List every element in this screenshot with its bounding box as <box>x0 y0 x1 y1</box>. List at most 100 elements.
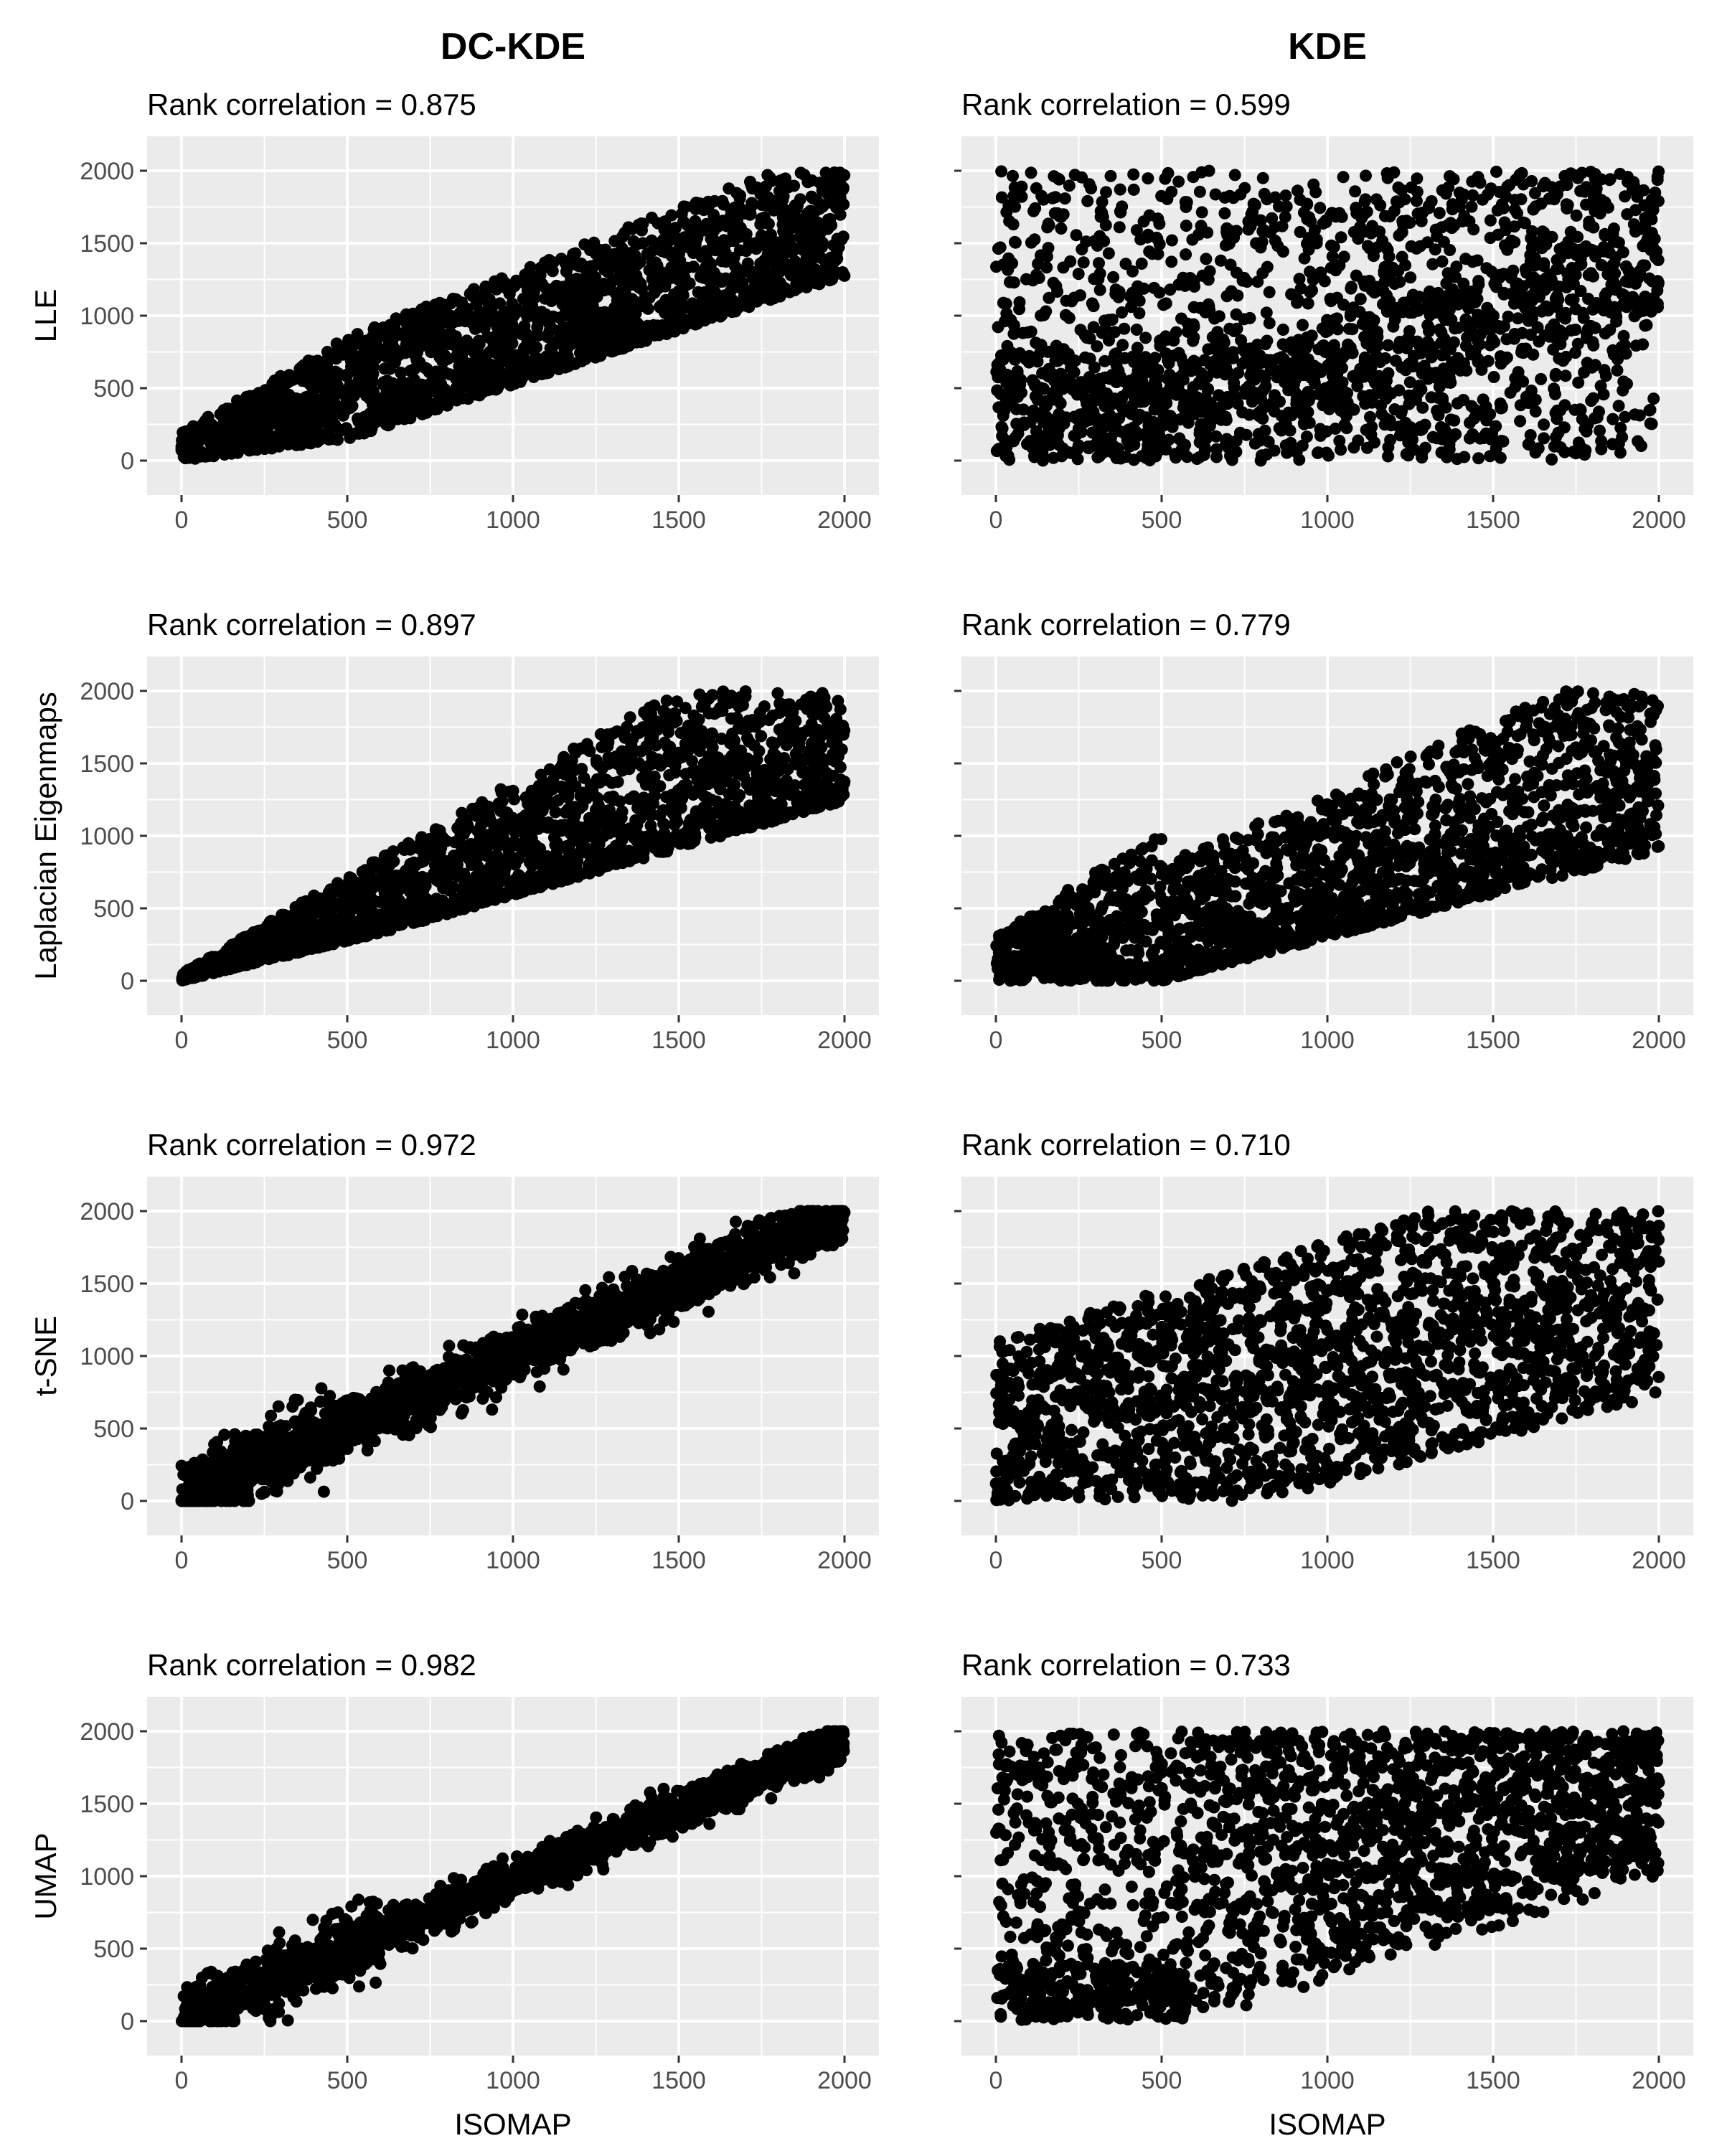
scatter-point <box>1406 182 1418 194</box>
scatter-point <box>1327 369 1339 382</box>
scatter-point <box>1526 312 1538 324</box>
scatter-point <box>1246 395 1258 408</box>
scatter-point <box>259 429 271 441</box>
scatter-point <box>1205 415 1217 428</box>
scatter-point <box>1003 215 1015 227</box>
scatter-point <box>387 396 399 408</box>
scatter-point <box>754 188 766 200</box>
scatter-point <box>1010 237 1022 249</box>
scatter-point <box>1614 168 1626 180</box>
scatter-point <box>231 395 243 407</box>
scatter-point <box>1040 261 1053 273</box>
scatter-point <box>1272 352 1284 364</box>
scatter-point <box>1361 206 1373 218</box>
scatter-point <box>1010 418 1022 430</box>
scatter-point <box>824 175 837 187</box>
scatter-point <box>991 445 1003 457</box>
scatter-point <box>1551 254 1563 266</box>
scatter-point <box>1571 210 1583 222</box>
scatter-point <box>754 258 766 270</box>
scatter-point <box>1488 371 1500 383</box>
y-tick-label: 1500 <box>80 230 134 258</box>
scatter-point <box>673 243 685 255</box>
scatter-point <box>1509 328 1521 340</box>
scatter-point <box>1631 191 1643 203</box>
scatter-point <box>1150 398 1162 410</box>
scatter-point <box>615 306 627 318</box>
scatter-point <box>472 349 484 362</box>
scatter-point <box>1450 260 1462 273</box>
scatter-point <box>1444 244 1456 256</box>
scatter-point <box>434 352 446 364</box>
scatter-point <box>837 198 850 210</box>
scatter-point <box>1109 348 1121 360</box>
scatter-point <box>1430 224 1442 236</box>
scatter-point <box>515 327 527 339</box>
scatter-point <box>1261 193 1273 205</box>
scatter-point <box>1152 212 1164 225</box>
scatter-point <box>1523 397 1535 409</box>
scatter-point <box>1180 220 1192 232</box>
scatter-point <box>1481 302 1493 314</box>
scatter-point <box>1100 186 1112 198</box>
scatter-point <box>994 363 1006 375</box>
scatter-point <box>1257 224 1269 236</box>
scatter-point <box>1035 309 1047 321</box>
scatter-point <box>992 243 1004 255</box>
scatter-point <box>367 367 380 380</box>
scatter-point <box>1220 414 1233 426</box>
scatter-point <box>1055 222 1067 235</box>
scatter-point <box>1358 276 1370 288</box>
scatter-point <box>1426 195 1438 207</box>
scatter-point <box>995 349 1007 362</box>
scatter-point <box>413 338 425 350</box>
scatter-point <box>676 207 688 220</box>
scatter-point <box>1135 382 1147 394</box>
scatter-point <box>1086 297 1098 309</box>
scatter-point <box>1180 248 1192 260</box>
scatter-point <box>356 360 368 372</box>
scatter-point <box>469 323 481 335</box>
scatter-point <box>1595 435 1607 447</box>
scatter-point <box>295 424 307 436</box>
scatter-point <box>438 316 450 328</box>
scatter-point <box>1170 389 1182 401</box>
scatter-point <box>1485 215 1497 227</box>
scatter-point <box>1128 453 1140 466</box>
scatter-point <box>695 202 707 214</box>
scatter-point <box>1525 255 1537 268</box>
scatter-point <box>1646 213 1658 225</box>
scatter-point <box>621 339 633 351</box>
scatter-point <box>1081 331 1093 344</box>
scatter-point <box>1265 364 1277 376</box>
scatter-point <box>1361 442 1373 454</box>
scatter-point <box>1538 418 1550 430</box>
scatter-point <box>404 377 416 389</box>
scatter-point <box>1362 240 1374 252</box>
scatter-point <box>1113 364 1125 377</box>
scatter-point <box>1245 220 1257 232</box>
scatter-point <box>324 416 336 428</box>
scatter-point <box>994 388 1007 400</box>
scatter-point <box>1081 195 1093 207</box>
scatter-point <box>1606 438 1619 451</box>
scatter-point <box>1480 262 1492 274</box>
scatter-point <box>1338 250 1350 263</box>
scatter-point <box>1084 352 1096 364</box>
scatter-point <box>1219 368 1231 380</box>
scatter-point <box>631 258 644 270</box>
y-tick-label: 0 <box>121 968 134 995</box>
scatter-point <box>1114 221 1126 233</box>
scatter-point <box>1365 428 1377 441</box>
scatter-point <box>1328 241 1340 253</box>
scatter-point <box>811 217 824 229</box>
scatter-point <box>613 329 625 342</box>
scatter-point <box>1105 432 1117 444</box>
scatter-point <box>1528 272 1540 284</box>
scatter-point <box>1131 392 1143 405</box>
panel-subtitle: Rank correlation = 0.875 <box>147 88 476 121</box>
scatter-point <box>1461 331 1473 344</box>
scatter-point <box>1335 405 1347 417</box>
y-tick-label: 1500 <box>80 750 134 778</box>
scatter-point <box>1144 357 1156 369</box>
